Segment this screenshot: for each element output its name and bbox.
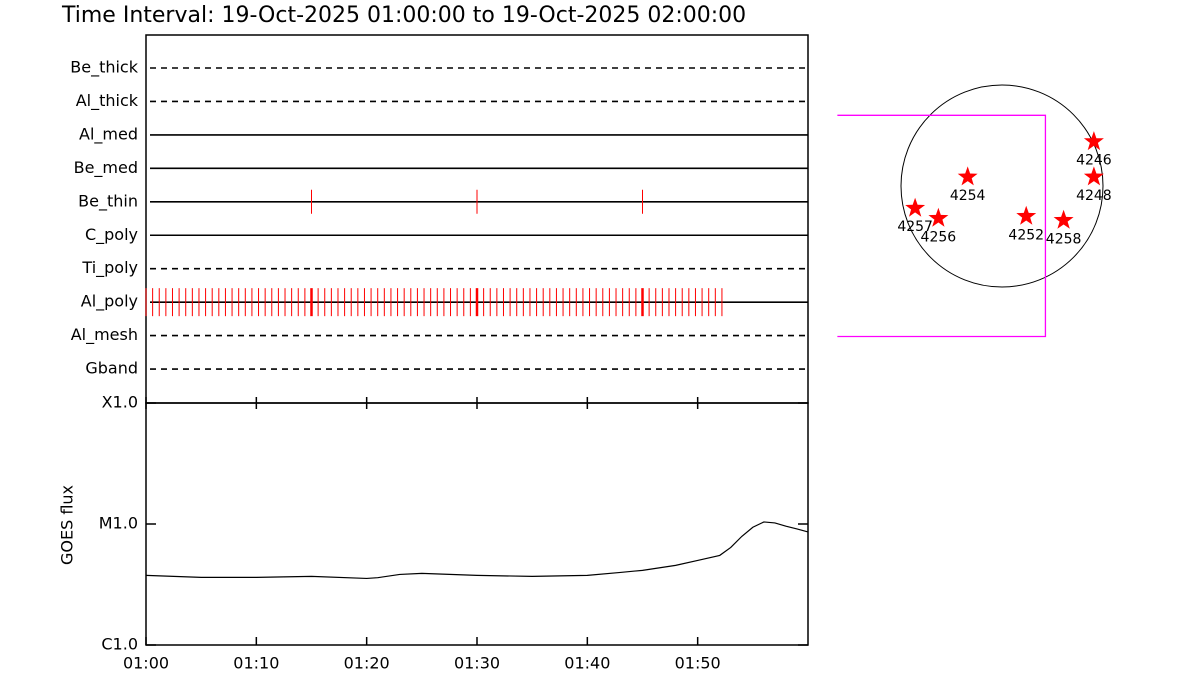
filter-label: Al_poly <box>81 292 138 312</box>
filter-label: Al_mesh <box>71 325 138 345</box>
solar-disk <box>900 84 1104 288</box>
timeline-frame <box>145 34 809 404</box>
y-tick-label: X1.0 <box>102 393 138 412</box>
region-label: 4254 <box>950 188 986 204</box>
goes-frame <box>145 402 809 646</box>
x-tick-label: 01:00 <box>123 654 169 673</box>
filter-label: Be_thin <box>78 191 138 211</box>
x-tick-label: 01:20 <box>344 654 390 673</box>
region-label: 4252 <box>1008 227 1044 243</box>
active-region <box>957 166 978 186</box>
title: Time Interval: 19-Oct-2025 01:00:00 to 1… <box>61 3 746 28</box>
active-region <box>1053 209 1074 229</box>
active-region <box>1016 205 1037 225</box>
filter-label: Be_med <box>74 158 138 178</box>
active-region <box>1083 131 1104 151</box>
goes-curve <box>145 521 809 580</box>
x-tick-label: 01:50 <box>675 654 721 673</box>
region-label: 4248 <box>1076 188 1112 204</box>
x-tick-label: 01:40 <box>564 654 610 673</box>
filter-label: Ti_poly <box>81 258 138 278</box>
filter-label: C_poly <box>85 225 138 245</box>
filter-label: Al_med <box>79 124 138 144</box>
active-region <box>1083 166 1104 186</box>
y-tick-label: C1.0 <box>101 635 138 654</box>
y-axis-label: GOES flux <box>58 485 77 565</box>
region-label: 4246 <box>1076 153 1112 169</box>
region-label: 4258 <box>1046 231 1082 247</box>
region-label: 4257 <box>897 219 933 235</box>
x-tick-label: 01:10 <box>233 654 279 673</box>
x-tick-label: 01:30 <box>454 654 500 673</box>
filter-label: Al_thick <box>76 91 139 111</box>
y-tick-label: M1.0 <box>99 514 138 533</box>
active-region <box>928 207 949 227</box>
region-label: 4256 <box>921 229 957 245</box>
filter-label: Be_thick <box>70 58 138 78</box>
field-of-view <box>837 114 1047 338</box>
active-region <box>905 197 926 217</box>
filter-label: Gband <box>85 359 138 378</box>
